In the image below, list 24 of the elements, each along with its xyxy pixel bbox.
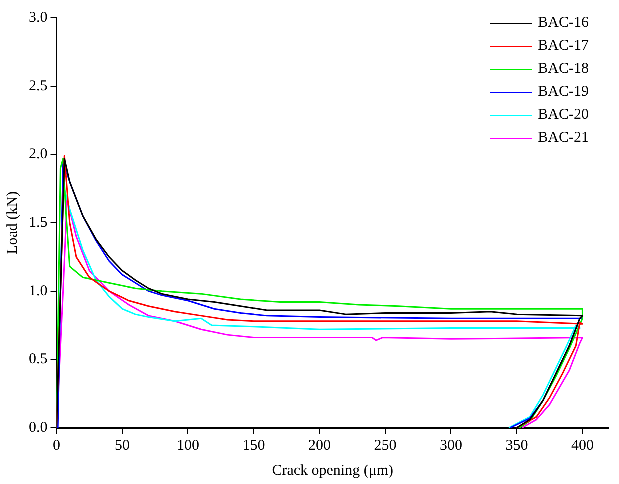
legend-label: BAC-21 <box>538 129 589 148</box>
x-tick-label: 150 <box>242 438 266 454</box>
legend-label: BAC-18 <box>538 60 589 79</box>
legend-label: BAC-19 <box>538 83 589 102</box>
y-tick-label: 2.5 <box>29 78 48 94</box>
y-axis-title: Load (kN) <box>4 192 21 254</box>
legend-label: BAC-20 <box>538 106 589 125</box>
y-tick-label: 0.0 <box>29 420 48 436</box>
x-tick-label: 200 <box>308 438 331 454</box>
y-tick-label: 1.5 <box>29 214 48 231</box>
legend-label: BAC-17 <box>538 37 589 56</box>
legend-label: BAC-16 <box>538 14 589 33</box>
x-tick-label: 100 <box>176 438 200 454</box>
x-tick-label: 50 <box>114 438 130 454</box>
x-tick-label: 400 <box>571 438 594 454</box>
x-axis-title: Crack opening (μm) <box>272 462 394 479</box>
y-tick-label: 3.0 <box>29 10 48 26</box>
x-tick-label: 350 <box>506 438 528 454</box>
y-tick-label: 1.0 <box>29 283 48 300</box>
x-tick-label: 250 <box>374 438 397 454</box>
y-tick-label: 2.0 <box>29 146 48 163</box>
x-tick-label: 0 <box>53 438 60 454</box>
x-tick-label: 300 <box>440 438 462 454</box>
y-tick-label: 0.5 <box>29 352 48 368</box>
